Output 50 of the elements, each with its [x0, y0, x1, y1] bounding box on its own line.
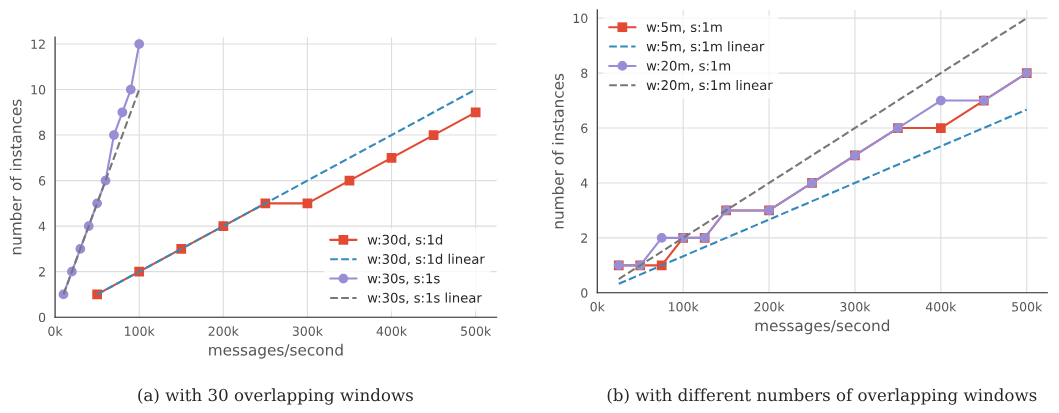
point — [656, 233, 667, 243]
y-tick-label: 6 — [581, 123, 588, 133]
text: (a) with 30 overlapping windows — [138, 388, 413, 405]
y-tick-label: 0 — [581, 288, 588, 298]
legend-label: w:30d, s:1d linear — [367, 253, 485, 266]
point — [134, 39, 145, 49]
legend-label: w:5m, s:1m linear — [646, 41, 765, 53]
y-tick-label: 10 — [573, 13, 588, 24]
point — [470, 107, 481, 118]
point — [428, 130, 439, 140]
y-tick-label: 8 — [38, 130, 46, 140]
x-tick-label: 300k — [292, 326, 323, 336]
x-tick-label: 300k — [840, 301, 871, 312]
legend-label: w:30s, s:1s — [367, 273, 440, 285]
legend-label: w:20m, s:1m — [646, 60, 731, 73]
y-tick-label: 2 — [581, 233, 587, 243]
y-tick-label: 10 — [31, 85, 46, 95]
y-tick-label: 8 — [581, 68, 588, 79]
x-tick-label: 500k — [461, 326, 492, 336]
x-tick-label: 400k — [376, 326, 408, 336]
legend-label: w:20m, s:1m linear — [646, 79, 773, 92]
point — [935, 123, 946, 133]
x-axis-title: messages/second — [209, 343, 343, 359]
x-tick-label: 100k — [125, 326, 155, 336]
point — [125, 84, 136, 95]
legend-label: w:30d, s:1d — [367, 234, 443, 246]
x-tick-label: 200k — [754, 301, 785, 312]
legend-label: w:30s, s:1s linear — [367, 292, 482, 305]
x-tick-label: 0k — [48, 326, 63, 336]
x-tick-label: 500k — [1012, 301, 1043, 312]
y-tick-label: 4 — [38, 221, 46, 231]
point — [302, 198, 313, 209]
x-axis-title: messages/second — [755, 319, 890, 335]
y-tick-label: 2 — [39, 267, 45, 277]
x-tick-label: 100k — [668, 301, 699, 312]
x-tick-label: 200k — [208, 326, 239, 336]
point — [109, 130, 119, 140]
point — [935, 95, 946, 106]
legend-label: w:5m, s:1m — [646, 22, 722, 34]
y-axis-title: number of instances — [9, 99, 22, 255]
y-tick-label: 6 — [38, 176, 46, 186]
y-tick-label: 0 — [38, 312, 46, 323]
y-axis-title: number of instances — [552, 73, 564, 229]
point — [386, 152, 397, 163]
text: (b) with different numbers of overlapping windows — [607, 388, 1037, 405]
point — [117, 107, 128, 118]
x-tick-label: 400k — [925, 301, 957, 312]
y-tick-label: 4 — [580, 178, 588, 188]
y-tick-label: 12 — [31, 39, 45, 49]
x-tick-label: 0k — [590, 301, 605, 312]
